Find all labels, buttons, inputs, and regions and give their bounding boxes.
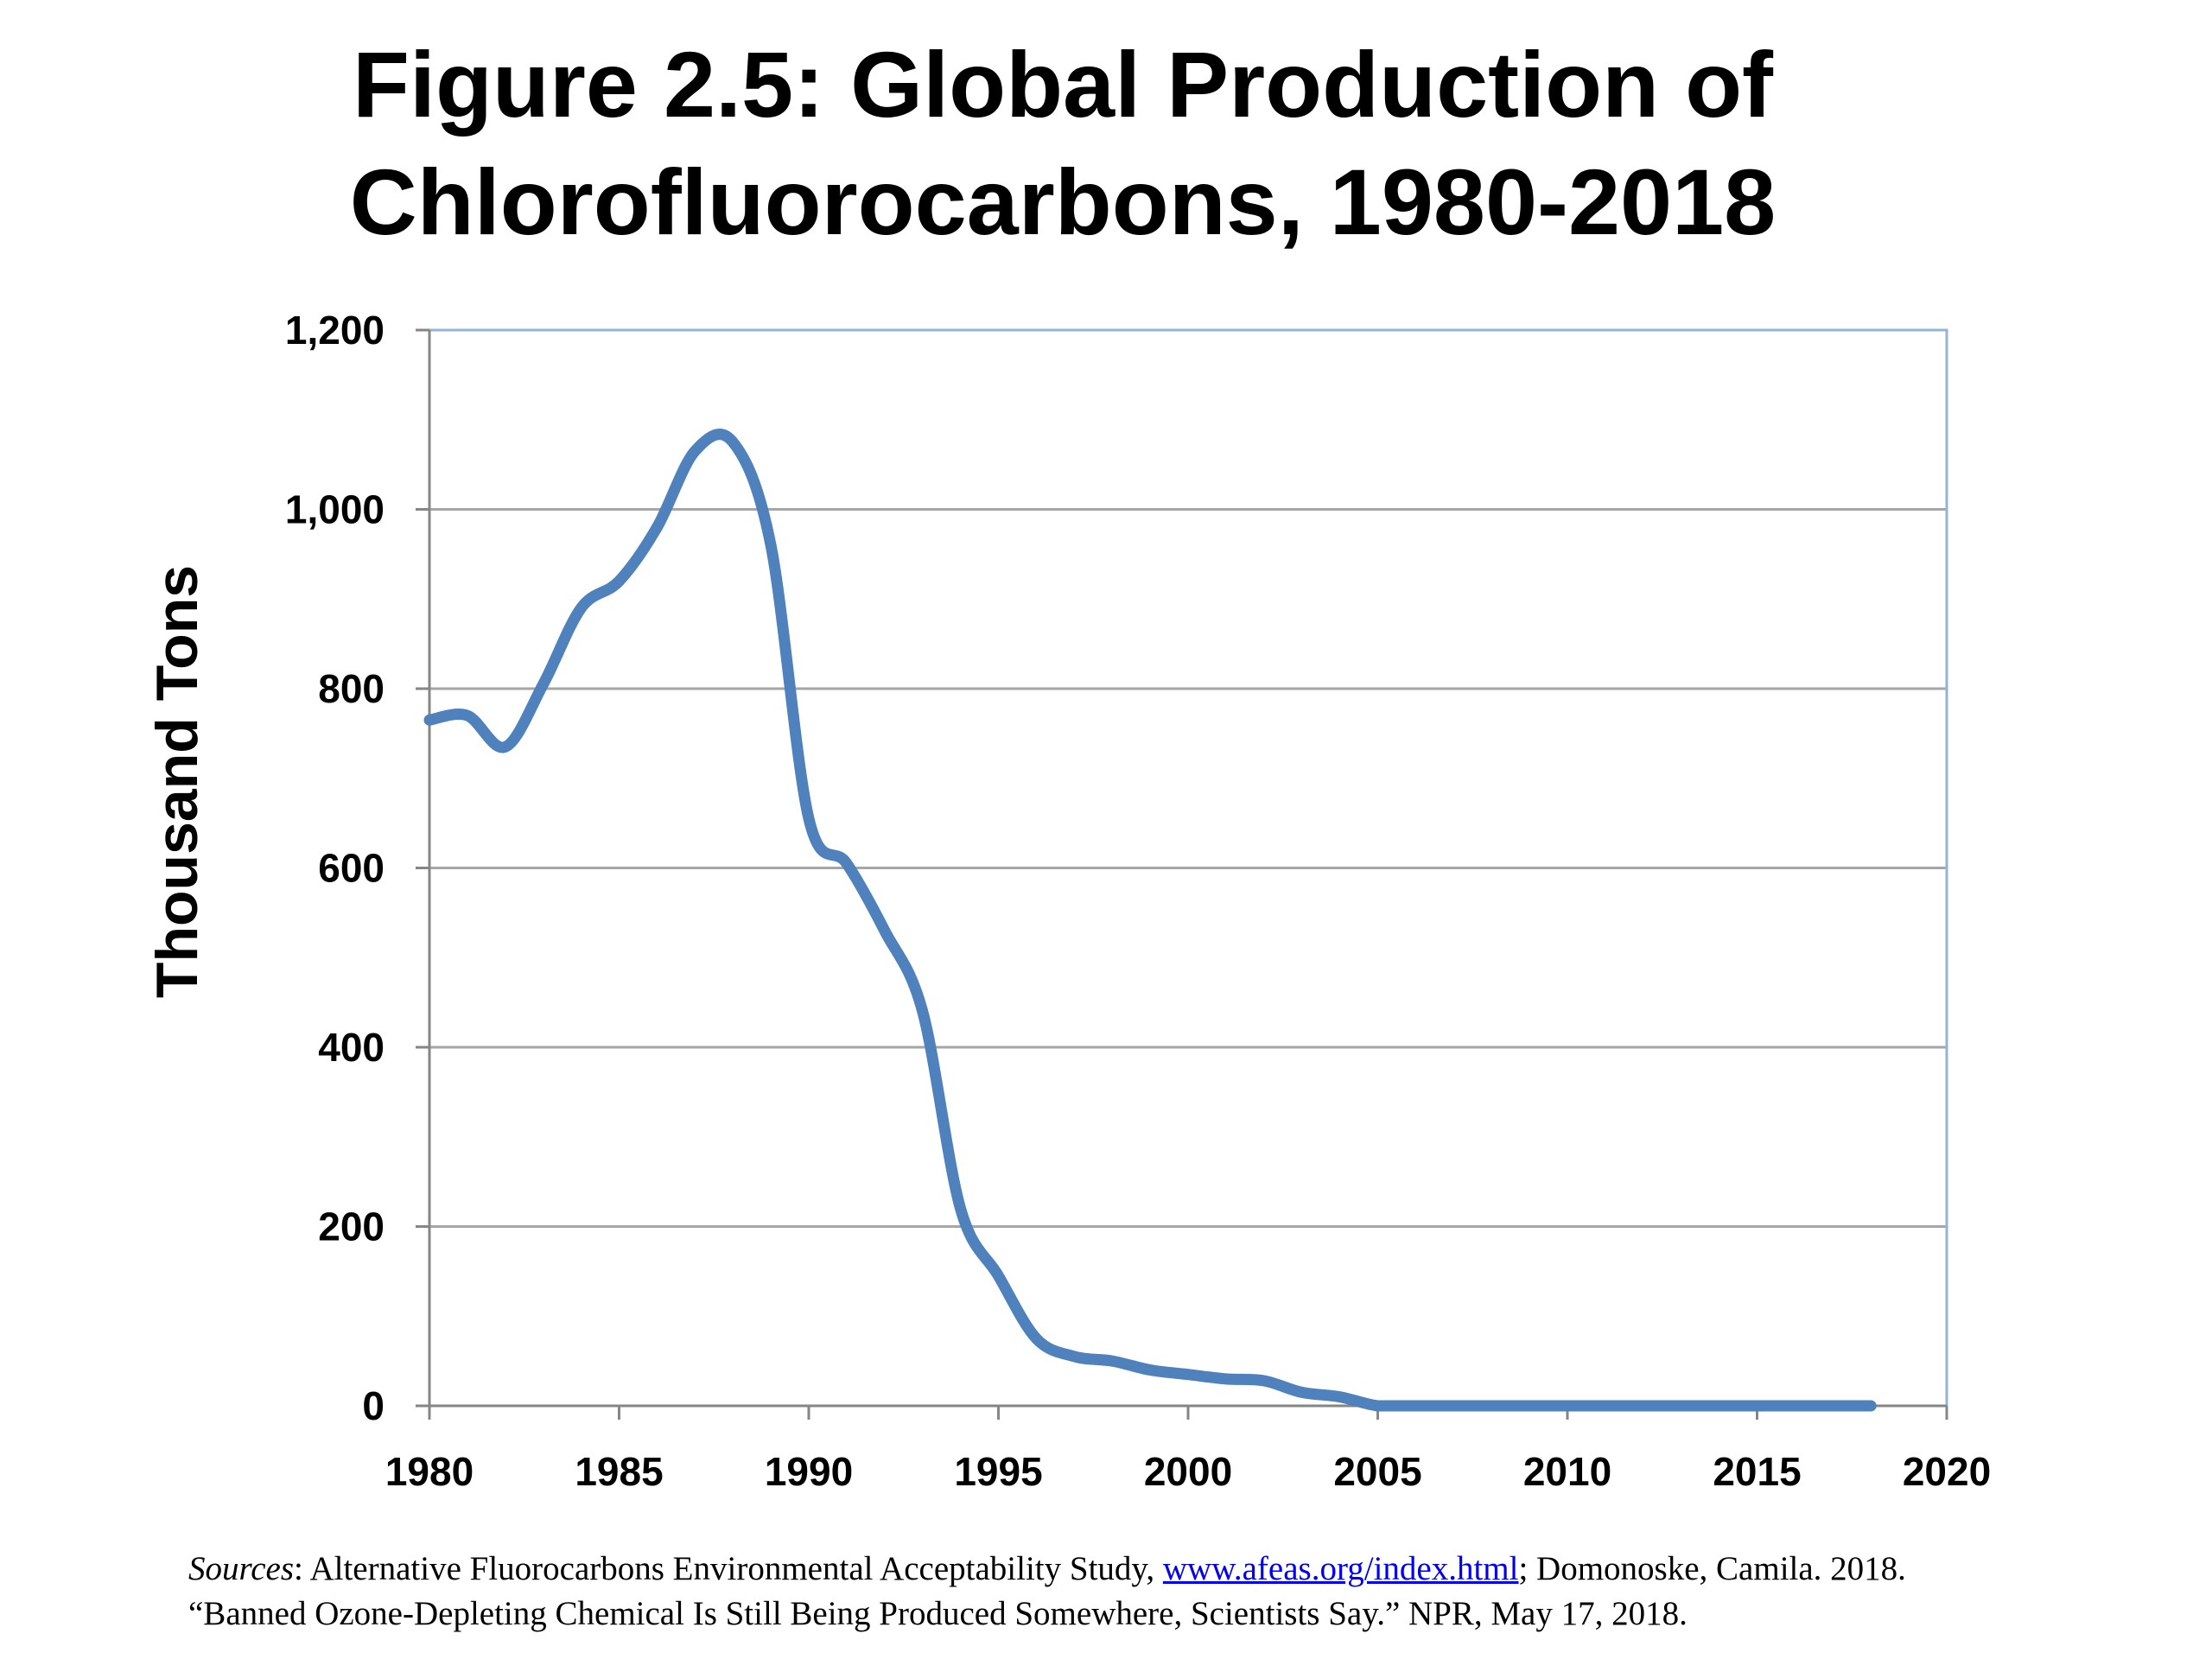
data-point-2008: [1486, 1401, 1497, 1411]
data-point-1988: [728, 437, 738, 448]
data-point-1983: [538, 679, 549, 690]
data-point-1980: [424, 715, 435, 725]
y-tick-label: 600: [318, 846, 385, 891]
data-point-2000: [1183, 1370, 1193, 1380]
data-point-1990: [804, 813, 814, 823]
chart-title: Figure 2.5: Global Production of Chlorof…: [0, 26, 2126, 261]
data-point-2015: [1752, 1401, 1763, 1411]
data-point-2012: [1638, 1401, 1649, 1411]
data-point-2007: [1448, 1401, 1459, 1411]
sources-line-1: Sources: Alternative Fluorocarbons Envir…: [188, 1547, 2176, 1592]
data-point-1995: [994, 1271, 1004, 1281]
x-tick-label: 2000: [1144, 1449, 1232, 1494]
y-axis-tick-labels: 0 200 400 600 800 1,000 1,200: [285, 308, 385, 1428]
sources-line-2: “Banned Ozone-Depleting Chemical Is Stil…: [188, 1595, 1688, 1632]
data-point-2005: [1373, 1401, 1383, 1411]
y-tick-label: 1,200: [285, 308, 385, 353]
sources-label: Sources: [188, 1550, 295, 1587]
data-point-2013: [1676, 1401, 1687, 1411]
data-point-1987: [690, 446, 700, 456]
x-tick-label: 2005: [1333, 1449, 1421, 1494]
chart-title-line-1: Figure 2.5: Global Production of: [352, 32, 1774, 137]
sources-text-2: ; Domonoske, Camila. 2018.: [1518, 1550, 1906, 1587]
data-point-2010: [1562, 1401, 1573, 1411]
x-tick-label: 2020: [1903, 1449, 1991, 1494]
cfc-production-series-line: [423, 429, 1877, 1412]
data-point-2011: [1600, 1401, 1611, 1411]
data-point-2018: [1866, 1401, 1876, 1411]
series-layer: [423, 429, 1877, 1412]
y-tick-label: 400: [318, 1025, 385, 1070]
x-tick-label: 1990: [765, 1449, 853, 1494]
data-point-1986: [652, 522, 662, 532]
x-axis-tick-labels: 1980 1985 1990 1995 2000 2005 2010 2015 2020: [385, 1449, 1991, 1494]
y-tick-label: 200: [318, 1205, 385, 1249]
x-tick-label: 2010: [1523, 1449, 1611, 1494]
chart-title-line-2: Chlorofluorocarbons, 1980-2018: [349, 149, 1777, 254]
data-point-1989: [766, 540, 776, 550]
x-tick-label: 1985: [575, 1449, 663, 1494]
data-point-1984: [576, 603, 587, 613]
data-point-2009: [1524, 1401, 1535, 1411]
data-point-2003: [1297, 1387, 1307, 1397]
data-point-2004: [1335, 1392, 1345, 1402]
grid-lines: [429, 328, 1947, 1228]
data-point-1997: [1069, 1351, 1079, 1362]
data-point-1991: [842, 858, 852, 868]
data-point-1998: [1107, 1356, 1117, 1366]
data-point-1992: [880, 925, 890, 936]
data-point-2016: [1789, 1401, 1800, 1411]
data-point-1981: [462, 710, 473, 721]
y-tick-label: 800: [318, 666, 385, 711]
data-point-2002: [1259, 1376, 1269, 1386]
data-point-1993: [918, 1007, 928, 1017]
data-point-2006: [1410, 1401, 1421, 1411]
data-point-1996: [1031, 1333, 1041, 1344]
axes: [416, 328, 1948, 1420]
x-tick-label: 2015: [1713, 1449, 1801, 1494]
data-point-1982: [500, 741, 511, 752]
data-point-1999: [1145, 1365, 1155, 1376]
y-tick-label: 0: [362, 1383, 385, 1428]
afeas-link[interactable]: www.afeas.org/index.html: [1162, 1550, 1519, 1587]
x-tick-label: 1980: [385, 1449, 474, 1494]
sources-text-1: : Alternative Fluorocarbons Environmenta…: [294, 1550, 1163, 1587]
data-point-2017: [1827, 1401, 1838, 1411]
data-point-2014: [1714, 1401, 1725, 1411]
data-point-1994: [956, 1204, 966, 1214]
y-axis-label: Thousand Tons: [144, 565, 210, 998]
y-tick-label: 1,000: [285, 487, 385, 532]
data-point-2001: [1221, 1374, 1231, 1384]
data-point-1985: [614, 576, 625, 587]
sources-note: Sources: Alternative Fluorocarbons Envir…: [188, 1547, 2176, 1637]
x-tick-label: 1995: [954, 1449, 1042, 1494]
